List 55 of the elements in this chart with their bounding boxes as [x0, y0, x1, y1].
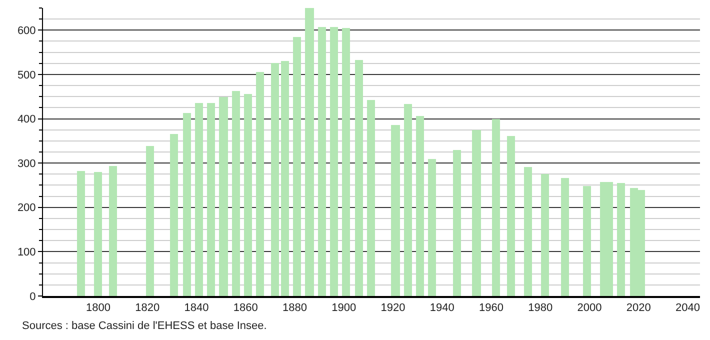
bar [109, 166, 117, 296]
x-tick-label: 1960 [478, 302, 504, 314]
bar [271, 63, 279, 296]
y-tick-label: 200 [17, 202, 36, 214]
bar [281, 61, 289, 296]
bar [583, 186, 591, 296]
bar [472, 130, 481, 296]
bar [330, 27, 338, 296]
bar [293, 37, 301, 296]
y-tick-label: 600 [17, 25, 36, 37]
y-tick-label: 100 [17, 246, 36, 259]
bar [367, 100, 375, 296]
bar [391, 125, 400, 296]
x-tick-label: 1840 [184, 302, 209, 314]
bar [524, 167, 532, 296]
x-tick-label: 1980 [528, 302, 553, 314]
x-tick-label: 1880 [282, 302, 307, 314]
bar [453, 150, 461, 296]
x-tick-label: 1940 [430, 302, 454, 314]
bar [94, 172, 102, 296]
y-tick-label: 400 [17, 114, 36, 126]
bar [541, 174, 549, 296]
bar [492, 119, 500, 296]
bar [342, 28, 350, 296]
source-note: Sources : base Cassini de l'EHESS et base Insee. [22, 320, 267, 332]
y-tick-label: 300 [17, 158, 36, 170]
x-tick-label: 1800 [86, 302, 110, 314]
bar [219, 97, 228, 296]
bar [77, 171, 85, 296]
bar [195, 103, 203, 296]
bar [256, 72, 264, 296]
bar [183, 113, 191, 296]
y-tick-label: 0 [30, 290, 36, 303]
x-tick-label: 2000 [577, 302, 602, 314]
bar [146, 146, 154, 296]
x-tick-label: 2020 [626, 302, 651, 314]
bar [232, 91, 240, 296]
bar [507, 136, 515, 296]
x-tick-label: 1860 [233, 302, 258, 314]
bar [416, 116, 424, 296]
bar [404, 104, 412, 296]
bar [318, 27, 326, 296]
bar [355, 60, 363, 296]
bar [305, 8, 314, 296]
bar [561, 178, 569, 296]
x-tick-label: 1900 [332, 302, 356, 314]
bar [428, 159, 436, 296]
bar [207, 103, 215, 296]
bar [170, 134, 178, 296]
bar [244, 94, 252, 296]
x-tick-label: 1820 [135, 302, 160, 314]
bar [617, 183, 625, 296]
y-tick-label: 500 [17, 69, 36, 82]
x-tick-label: 1920 [380, 302, 406, 314]
x-tick-label: 2040 [675, 302, 700, 314]
